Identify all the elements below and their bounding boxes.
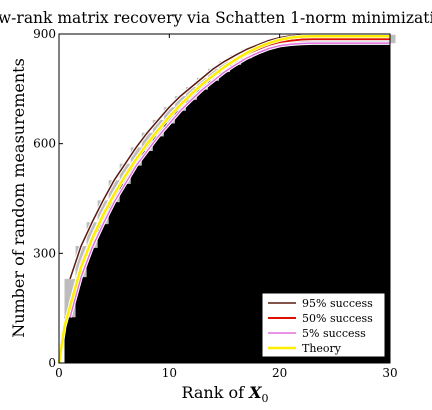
x-axis-ticks: 0 10 20 30 (55, 34, 398, 380)
legend: 95% success 50% success 5% success Theory (261, 292, 386, 358)
x-tick-label-20: 20 (272, 366, 287, 380)
legend-entry-0: 95% success (302, 297, 373, 310)
y-tick-label-300: 300 (33, 246, 56, 260)
plot-area (57, 32, 396, 364)
legend-entry-3: Theory (302, 342, 342, 355)
x-axis-label-subscript: 0 (262, 392, 269, 405)
x-axis-label-symbol: X (248, 383, 262, 402)
series-line-2 (69, 42, 390, 318)
y-axis-ticks: 0 300 600 900 (33, 27, 390, 370)
legend-entry-2: 5% success (302, 327, 366, 340)
x-tick-label-30: 30 (382, 366, 397, 380)
y-tick-label-900: 900 (33, 27, 56, 41)
x-axis-label: Rank of X0 (181, 383, 268, 405)
phase-transition-background (59, 34, 396, 364)
series-line-3 (57, 34, 390, 364)
series-layer (57, 32, 390, 364)
y-tick-label-0: 0 (48, 356, 56, 370)
failure-region (59, 43, 390, 364)
y-tick-label-600: 600 (33, 137, 56, 151)
legend-entry-1: 50% success (302, 312, 373, 325)
plot-frame (58, 33, 391, 364)
x-tick-label-0: 0 (55, 366, 63, 380)
x-axis-label-text: Rank of (181, 383, 249, 402)
y-axis-label: Number of random measurements (9, 58, 28, 338)
chart-title: Low-rank matrix recovery via Schatten 1-… (0, 9, 432, 27)
x-tick-label-10: 10 (162, 366, 177, 380)
